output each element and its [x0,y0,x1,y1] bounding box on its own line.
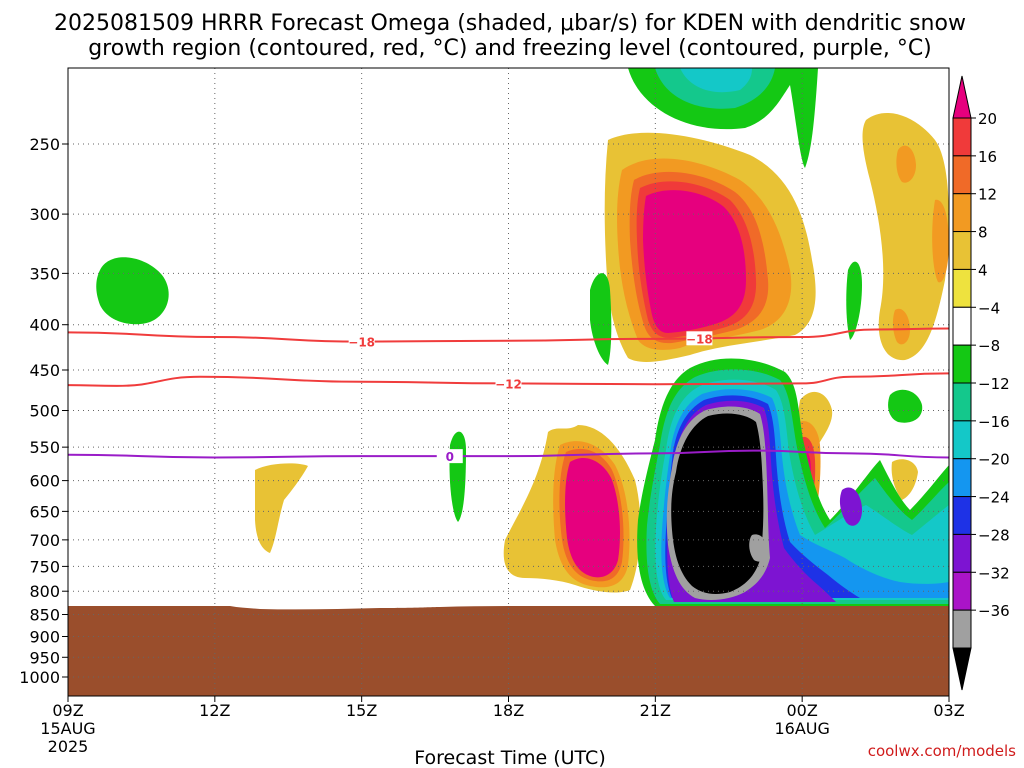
y-tick-label: 350 [29,264,60,283]
x-tick-label: 12Z [199,701,230,720]
x-tick-label: 21Z [640,701,671,720]
y-tick-label: 400 [29,316,60,335]
colorbar-label: −32 [978,564,1010,582]
y-tick-label: 550 [29,438,60,457]
omega-pos-right-8b [932,199,949,283]
omega-pos-right-4a [862,112,949,361]
colorbar-bottom-arrow [952,647,972,691]
y-tick-label: 250 [29,135,60,154]
colorbar-label: 4 [978,261,988,279]
colorbar-swatch [952,231,972,270]
x-axis-label: Forecast Time (UTC) [414,747,605,768]
contour-line [68,449,949,459]
omega-pos-right-8c [892,308,910,345]
y-tick-label: 650 [29,502,60,521]
colorbar-label: 20 [978,110,997,128]
y-tick-label: 450 [29,361,60,380]
colorbar-label: −8 [978,337,1000,355]
contour-label-bg [495,376,522,391]
colorbar-swatch [952,496,972,535]
omega-shaded-field [96,68,949,606]
contour-label-bg [436,449,463,464]
colorbar-swatch [952,155,972,195]
omega-neg-right-b [888,389,923,423]
omega-neg-mid-b [449,431,466,522]
omega-pos-left-4 [255,463,308,553]
colorbar-swatch [952,306,972,346]
colorbar-swatch [952,571,972,611]
x-tick-year: 2025 [48,737,89,756]
omega-neg-right-a [846,261,862,340]
colorbar-swatch [952,533,972,573]
omega-neg-mid-a [590,273,612,365]
colorbar-swatch [952,458,972,498]
colorbar-swatch [952,420,972,460]
omega-pos-right-8a [896,145,916,183]
y-tick-label: 300 [29,205,60,224]
y-tick-label: 600 [29,472,60,491]
source-credit: coolwx.com/models [868,742,1016,760]
x-tick-label: 03Z [933,701,964,720]
y-tick-label: 950 [29,648,60,667]
y-tick-label: 900 [29,627,60,646]
contour-label: −12 [495,377,522,391]
x-tick-label: 09Z [52,701,83,720]
omega-neg-upper-cyan [680,68,752,93]
contour-label-bg [348,334,375,349]
x-tick-label: 18Z [493,701,524,720]
omega-neg-main-black [671,413,764,594]
y-tick-label: 700 [29,531,60,550]
x-tick-date: 15AUG [40,719,95,738]
omega-neg-gray-spot [749,534,768,562]
colorbar-swatch [952,193,972,233]
y-axis-ticks: 250 300 350 400 450 500 550 600 650 700 750 800 850 9… [19,135,68,687]
y-tick-label: 500 [29,402,60,421]
contour-label-bg [686,331,713,346]
colorbar-swatch [952,344,972,384]
temperature-contours: −18 −18 −12 0 [68,327,949,464]
colorbar-label: −16 [978,413,1010,431]
colorbar-label: 12 [978,186,997,204]
omega-neg-left [96,257,169,325]
contour-label: 0 [446,450,454,464]
chart-title-line1: 2025081509 HRRR Forecast Omega (shaded, … [54,11,966,36]
omega-pos-lower-20 [565,458,620,578]
omega-neg-right-purple-spot [839,487,862,526]
omega-colorbar: 20 16 12 8 4 −4 −8 −12 −16 −20 −24 −28 −32 −36 [952,75,1010,691]
y-tick-label: 750 [29,557,60,576]
colorbar-label: −36 [978,602,1010,620]
chart-title-line2: growth region (contoured, red, °C) and f… [88,36,932,61]
contour-label: −18 [348,336,375,350]
colorbar-label: −28 [978,526,1010,544]
colorbar-swatch [952,609,972,649]
colorbar-swatch [952,382,972,422]
colorbar-label: 8 [978,224,988,242]
y-tick-label: 800 [29,582,60,601]
x-tick-date: 16AUG [774,719,829,738]
colorbar-label: −20 [978,451,1010,469]
y-tick-label: 850 [29,606,60,625]
plot-area: −18 −18 −12 0 [68,68,949,696]
horizontal-gridlines [68,143,949,678]
colorbar-label: 16 [978,148,997,166]
colorbar-top-arrow [952,75,972,119]
colorbar-swatch [952,117,972,157]
x-tick-label: 00Z [787,701,818,720]
omega-pos-upper-20 [643,190,746,333]
contour-line [68,327,949,343]
contour-label: −18 [686,332,713,346]
colorbar-swatch [952,268,972,308]
omega-pos-rlow2-4 [891,459,918,500]
y-tick-label: 1000 [19,668,60,687]
below-ground-mask [68,606,949,696]
x-tick-label: 15Z [346,701,377,720]
colorbar-label: −24 [978,489,1010,507]
colorbar-label: −4 [978,299,1000,317]
colorbar-label: −12 [978,375,1010,393]
